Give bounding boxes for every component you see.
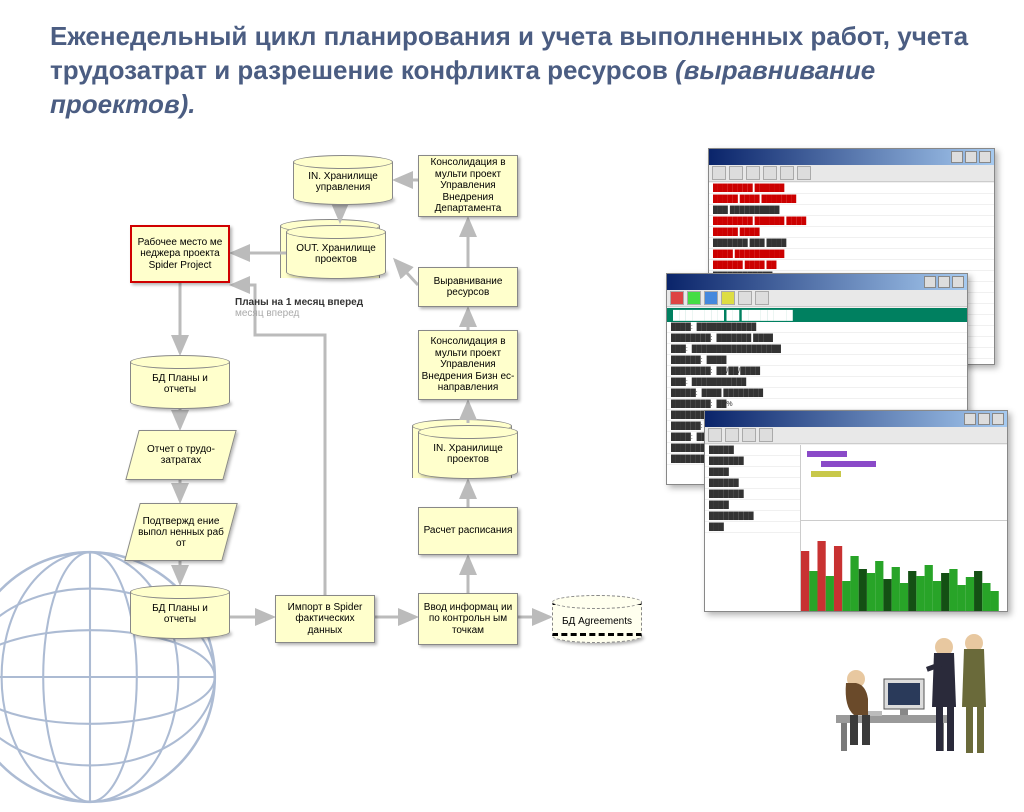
node-labor-report: Отчет о трудо-затратах xyxy=(125,430,236,480)
node-spider-project: Рабочее место ме неджера проекта Spider … xyxy=(130,225,230,283)
page-title: Еженедельный цикл планирования и учета в… xyxy=(50,20,994,121)
node-db-plans-2: БД Планы и отчеты xyxy=(130,585,230,639)
node-import-spider: Импорт в Spider фактических данных xyxy=(275,595,375,643)
form-header-band: ████████ ██ ████████ xyxy=(667,308,967,322)
node-db-agreements: БД Agreements xyxy=(552,595,642,643)
node-consolidation-dept: Консолидация в мульти проект Управления … xyxy=(418,155,518,217)
node-consolidation-business: Консолидация в мульти проект Управления … xyxy=(418,330,518,400)
node-in-storage-mgmt: IN. Хранилище управления xyxy=(293,155,393,205)
node-confirmation: Подтвержд ение выпол ненных раб от xyxy=(124,503,238,561)
screenshot-montage: ████████ ██████ █████ ████ ███████ ███ █… xyxy=(656,148,1006,608)
node-in-storage-projects: IN. Хранилище проектов xyxy=(418,425,518,479)
plan-annotation: Планы на 1 месяц вперед месяц вперед xyxy=(235,297,363,319)
screenshot-gantt: ████████████ ██████████ ███████████ ████… xyxy=(704,410,1008,612)
people-illustration xyxy=(826,617,996,757)
node-input-checkpoints: Ввод информац ии по контрольн ым точкам xyxy=(418,593,518,645)
node-resource-leveling: Выравнивание ресурсов xyxy=(418,267,518,307)
node-db-plans-1: БД Планы и отчеты xyxy=(130,355,230,409)
node-schedule-calc: Расчет расписания xyxy=(418,507,518,555)
flowchart-diagram: Рабочее место ме неджера проекта Spider … xyxy=(50,155,670,735)
node-out-storage-projects: OUT. Хранилище проектов xyxy=(286,225,386,279)
